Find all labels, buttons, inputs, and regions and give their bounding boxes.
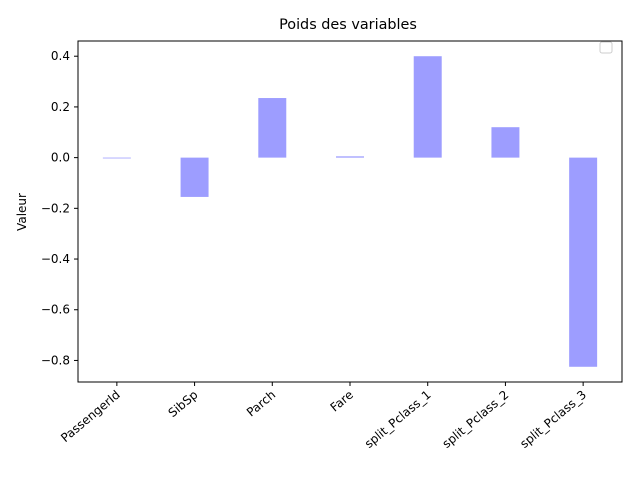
- x-tick-label: Parch: [244, 388, 278, 420]
- y-tick-label: 0.4: [51, 49, 70, 63]
- x-tick-label: Fare: [328, 388, 356, 415]
- y-tick-label: −0.6: [41, 303, 70, 317]
- y-tick-label: 0.2: [51, 100, 70, 114]
- x-tick-label: split_Pclass_2: [440, 388, 512, 451]
- x-tick-label: split_Pclass_3: [517, 388, 589, 451]
- y-tick-label: −0.4: [41, 252, 70, 266]
- x-tick-label: SibSp: [166, 388, 201, 420]
- x-tick-label: split_Pclass_1: [362, 388, 434, 451]
- chart-title: Poids des variables: [279, 17, 417, 33]
- plot-frame: [77, 40, 623, 383]
- bar-fare: [336, 156, 364, 158]
- bar-split-pclass-2: [491, 127, 520, 158]
- bars-group: [102, 56, 598, 367]
- legend-box: [599, 41, 613, 54]
- bar-split-pclass-1: [413, 56, 442, 158]
- y-ticks-group: 0.4 0.2 0.0 −0.2 −0.4 −0.6 −0.8: [41, 49, 78, 367]
- bar-split-pclass-3: [569, 157, 598, 367]
- y-tick-label: −0.8: [41, 353, 70, 367]
- y-tick-label: −0.2: [41, 201, 70, 215]
- bar-sibsp: [180, 157, 209, 197]
- bar-passengerid: [102, 157, 131, 159]
- y-tick-label: 0.0: [51, 151, 70, 165]
- y-axis-label: Valeur: [15, 193, 29, 231]
- x-tick-label: PassengerId: [58, 388, 123, 445]
- x-ticks-group: PassengerId SibSp Parch Fare split_Pclass_1 s…: [58, 382, 589, 451]
- bar-parch: [258, 98, 287, 158]
